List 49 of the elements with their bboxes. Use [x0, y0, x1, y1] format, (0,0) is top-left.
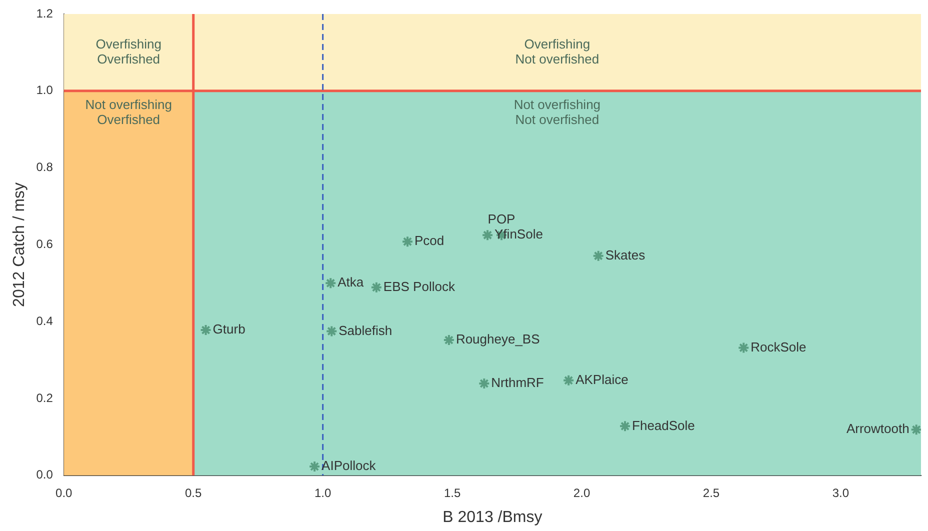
- annotation: YfinSole: [494, 226, 543, 242]
- point: [482, 229, 494, 242]
- annotation: Not overfishing Overfished: [85, 96, 172, 127]
- annotation: Atka: [338, 274, 364, 290]
- annotation: Not overfishing Not overfished: [514, 96, 601, 127]
- point: [442, 334, 455, 346]
- annotation: Arrowtooth: [846, 421, 910, 436]
- annotation: Overfishing Overfished: [96, 36, 162, 67]
- x-tick-label: 2.0: [573, 486, 590, 500]
- annotation: Skates: [605, 247, 646, 262]
- x-tick-label: 3.0: [832, 486, 850, 500]
- annotation: Sablefish: [338, 322, 392, 338]
- x-tick-label: 2.5: [702, 486, 720, 500]
- point: [592, 250, 604, 262]
- annotation: EBS Pollock: [383, 278, 456, 294]
- annotation: Pcod: [414, 233, 444, 248]
- point: [370, 281, 382, 294]
- annotation: RockSole: [750, 339, 806, 354]
- annotation: AKPlaice: [576, 372, 628, 388]
- annotation: AIPollock: [322, 458, 376, 474]
- x-tick-label: 0.5: [185, 486, 202, 500]
- x-axis-title: B 2013 /Bmsy: [442, 508, 542, 526]
- annotation: POP: [488, 212, 516, 227]
- y-tick-label: 0.2: [36, 390, 54, 405]
- annotation: FheadSole: [632, 418, 695, 433]
- y-tick-label: 0.8: [36, 160, 54, 174]
- y-tick-label: 0.4: [36, 314, 54, 328]
- point: [562, 374, 575, 386]
- x-tick-label: 0.0: [56, 486, 73, 500]
- annotation: Overfishing Not overfished: [515, 36, 600, 67]
- annotation: Gturb: [212, 322, 246, 337]
- annotation: Rougheye_BS: [456, 332, 540, 347]
- y-tick-label: 0.6: [36, 237, 54, 252]
- annotation: NrthmRF: [491, 375, 544, 390]
- y-tick-label: 1.2: [36, 6, 54, 20]
- point: [308, 460, 321, 473]
- point: [910, 424, 921, 436]
- point: [200, 324, 212, 336]
- x-tick-label: 1.0: [314, 486, 332, 500]
- point: [326, 325, 338, 338]
- point: [478, 378, 490, 390]
- y-tick-label: 1.0: [36, 83, 54, 98]
- point: [324, 277, 337, 290]
- y-tick-label: 0.0: [36, 468, 54, 482]
- point: [619, 420, 632, 432]
- y-axis-title: 2012 Catch / msy: [11, 182, 28, 307]
- point: [738, 342, 750, 354]
- x-tick-label: 1.5: [444, 486, 461, 500]
- point: [402, 236, 414, 248]
